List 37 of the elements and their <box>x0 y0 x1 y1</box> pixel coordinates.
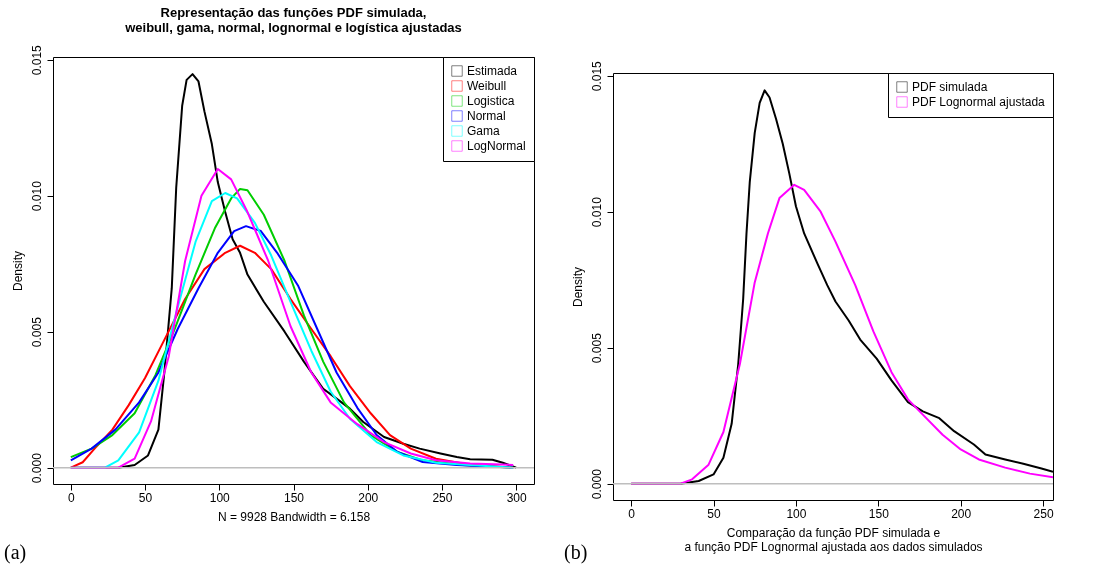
y-tick-label: 0.000 <box>589 468 604 500</box>
x-tick-label: 0 <box>67 490 75 505</box>
legend-label: PDF simulada <box>912 80 988 94</box>
chart-title: Representação das funções PDF simulada, weibull, gama, normal, lognormal e logística ajustadas <box>124 4 462 35</box>
legend-label: Gama <box>467 124 500 138</box>
legend-label: PDF Lognormal ajustada <box>912 95 1046 109</box>
text: (b) <box>564 541 588 564</box>
x-tick-label: 150 <box>283 490 305 505</box>
y-tick-label: 0.005 <box>589 332 604 364</box>
legend-label: Estimada <box>467 64 518 78</box>
x-tick-label: 200 <box>358 490 379 505</box>
y-tick-label: 0.005 <box>29 316 44 348</box>
x-tick-label: 250 <box>432 490 453 505</box>
legend-label: Normal <box>467 109 506 123</box>
y-tick-label: 0.015 <box>29 44 44 76</box>
line-series <box>630 183 1053 485</box>
y-axis-title: Density <box>10 250 25 292</box>
legend-label: Weibull <box>467 79 507 93</box>
x-tick-label: 250 <box>1033 506 1054 521</box>
x-tick-label: 50 <box>138 490 153 505</box>
x-tick-label: 200 <box>951 506 972 521</box>
x-tick-label: 150 <box>868 506 890 521</box>
y-tick-label: 0.010 <box>29 180 44 212</box>
y-axis-title: Density <box>570 266 585 308</box>
x-tick-label: 50 <box>707 506 722 521</box>
y-tick-label: 0.000 <box>29 452 44 484</box>
legend-label: Logistica <box>467 94 515 108</box>
x-tick-label: 100 <box>209 490 231 505</box>
text: (a) <box>4 541 27 564</box>
y-tick-label: 0.015 <box>589 60 604 92</box>
x-axis-title: Comparação da função PDF simulada e a função PDF Lognormal ajustada aos dados simulados <box>684 525 983 554</box>
x-tick-label: 0 <box>628 506 636 521</box>
legend-label: LogNormal <box>467 139 526 153</box>
x-tick-label: 100 <box>786 506 807 521</box>
x-tick-label: 300 <box>506 490 528 505</box>
y-tick-label: 0.010 <box>589 196 604 228</box>
x-axis-title: N = 9928 Bandwidth = 6.158 <box>217 509 371 524</box>
